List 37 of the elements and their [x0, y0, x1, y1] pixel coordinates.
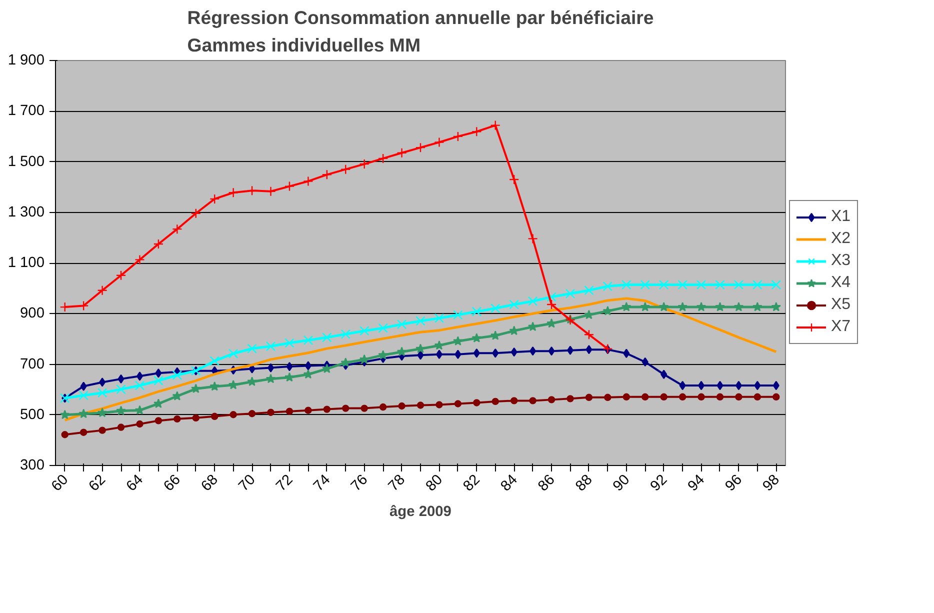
- x-tick-label: 82: [460, 472, 484, 495]
- x-tick-label: 62: [86, 472, 110, 495]
- x-tick-label: 76: [348, 472, 372, 495]
- y-tick-label: 700: [20, 356, 45, 372]
- x-tick-label: 80: [423, 472, 446, 495]
- x-tick-label: 92: [648, 472, 671, 495]
- chart-title: Régression Consommation annuelle par bénéficiaire Gammes individuelles MM: [187, 7, 654, 56]
- y-tick-label: 900: [20, 306, 45, 322]
- x-tick-label: 72: [273, 472, 296, 495]
- x-tick-label: 88: [572, 472, 596, 495]
- x-tick-label: 98: [760, 472, 783, 495]
- x-tick-label: 90: [610, 472, 634, 495]
- x-tick-label: 84: [498, 472, 521, 495]
- x-tick-label: 60: [48, 472, 72, 495]
- legend-label: X7: [831, 318, 851, 336]
- legend-label: X1: [831, 208, 851, 226]
- y-tick-label: 1 700: [8, 103, 45, 120]
- legend-label: X5: [831, 296, 851, 314]
- legend-label: X3: [831, 252, 851, 270]
- x-tick-label: 78: [386, 472, 409, 495]
- y-tick-label: 1 500: [8, 154, 45, 170]
- x-tick-label: 64: [124, 472, 146, 495]
- x-axis-title: âge 2009: [390, 504, 452, 520]
- x-tick-label: 68: [198, 472, 222, 495]
- x-tick-label: 86: [535, 472, 558, 495]
- legend-label: X2: [831, 230, 851, 248]
- x-tick-label: 96: [722, 472, 746, 495]
- y-tick-label: 300: [20, 458, 45, 474]
- x-tick-label: 66: [161, 472, 184, 495]
- y-tick-label: 1 300: [8, 204, 45, 220]
- x-tick-label: 74: [310, 472, 334, 495]
- legend-label: X4: [831, 274, 851, 292]
- y-tick-label: 1 100: [8, 255, 45, 271]
- x-tick-label: 94: [685, 472, 708, 495]
- x-tick-label: 70: [236, 472, 259, 495]
- y-tick-label: 500: [20, 406, 45, 423]
- y-tick-label: 1 900: [8, 52, 45, 68]
